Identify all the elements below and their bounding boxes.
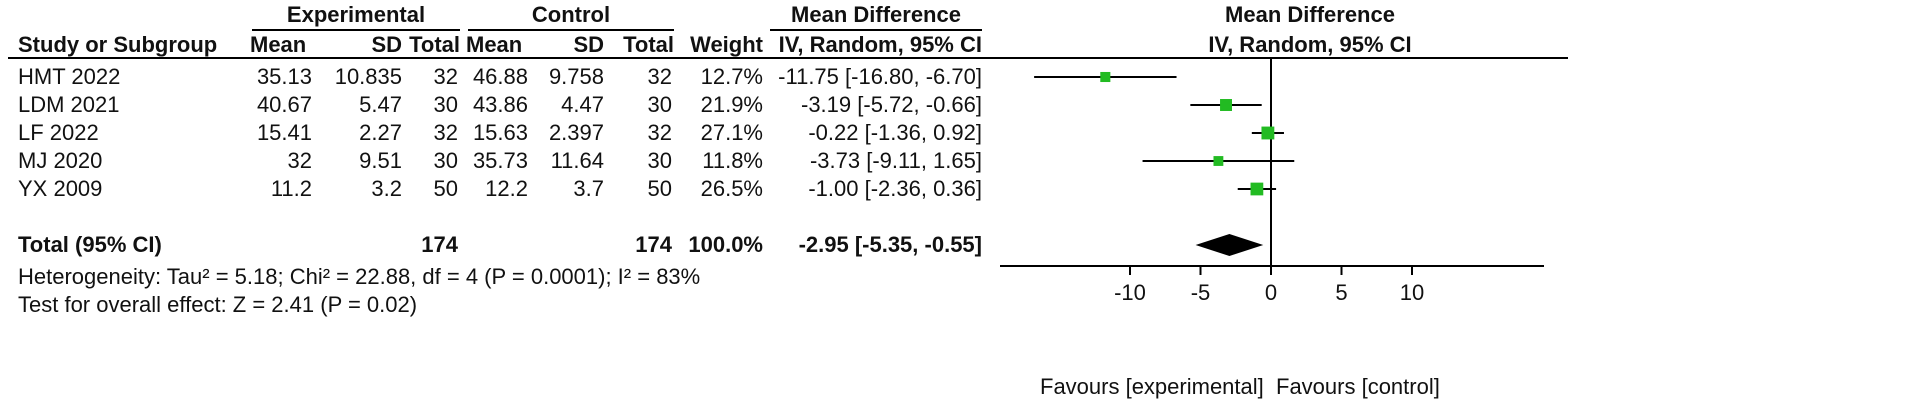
- effect-marker: [1250, 182, 1264, 196]
- exp-sd: 10.835: [334, 64, 402, 89]
- exp-sd: 5.47: [359, 92, 402, 117]
- ci-text: -1.00 [-2.36, 0.36]: [808, 176, 982, 201]
- x-tick-label: 5: [1335, 280, 1347, 305]
- ctrl-total: 30: [647, 148, 672, 173]
- ctrl-mean: 15.63: [472, 120, 528, 145]
- ctrl-sd-header: SD: [573, 32, 604, 57]
- ctrl-total: 30: [647, 92, 672, 117]
- exp-sd: 2.27: [359, 120, 402, 145]
- exp-mean: 11.2: [270, 176, 312, 201]
- study-name: LDM 2021: [18, 92, 120, 117]
- study-name: HMT 2022: [18, 64, 121, 89]
- study-name: YX 2009: [18, 176, 103, 201]
- x-tick-label: 10: [1400, 280, 1424, 305]
- ctrl-mean: 46.88: [472, 64, 528, 89]
- ctrl-sd: 4.47: [561, 92, 604, 117]
- exp-total-sum: 174: [421, 232, 458, 257]
- overall-effect-text: Test for overall effect: Z = 2.41 (P = 0…: [18, 292, 418, 317]
- ctrl-mean: 43.86: [472, 92, 528, 117]
- weight: 12.7%: [700, 64, 763, 89]
- effect-marker: [1213, 156, 1224, 166]
- x-tick-label: -5: [1191, 280, 1211, 305]
- experimental-group-header: Experimental: [286, 2, 426, 27]
- ctrl-mean-header: Mean: [466, 32, 523, 57]
- ctrl-sd: 3.7: [573, 176, 604, 201]
- weight-header: Weight: [690, 32, 763, 57]
- ctrl-sd: 9.758: [548, 64, 604, 89]
- exp-total: 32: [433, 64, 458, 89]
- ctrl-total-sum: 174: [635, 232, 672, 257]
- mean-difference-header: Mean Difference: [791, 2, 961, 27]
- weight: 21.9%: [700, 92, 763, 117]
- weight: 27.1%: [700, 120, 763, 145]
- heterogeneity-text: Heterogeneity: Tau² = 5.18; Chi² = 22.88…: [18, 264, 701, 289]
- exp-total: 32: [433, 120, 458, 145]
- exp-sd-header: SD: [371, 32, 402, 57]
- exp-mean: 35.13: [256, 64, 312, 89]
- pooled-diamond: [1195, 234, 1264, 256]
- exp-total-header: Total: [409, 32, 460, 57]
- favours-control-label: Favours [control]: [1276, 374, 1440, 399]
- plot-subtitle: IV, Random, 95% CI: [1208, 32, 1412, 57]
- exp-total: 30: [433, 148, 458, 173]
- effect-marker: [1220, 99, 1232, 111]
- study-column-header: Study or Subgroup: [18, 32, 218, 57]
- ctrl-total: 32: [647, 120, 672, 145]
- exp-mean: 40.67: [256, 92, 312, 117]
- ci-text: -0.22 [-1.36, 0.92]: [808, 120, 982, 145]
- ctrl-total: 50: [647, 176, 672, 201]
- x-tick-label: 0: [1265, 280, 1277, 305]
- effect-marker: [1261, 126, 1275, 140]
- ctrl-sd: 2.397: [548, 120, 604, 145]
- ctrl-total-header: Total: [623, 32, 674, 57]
- exp-sd: 3.2: [371, 176, 402, 201]
- exp-total: 50: [433, 176, 458, 201]
- exp-mean: 15.41: [256, 120, 312, 145]
- ci-text: -3.19 [-5.72, -0.66]: [801, 92, 982, 117]
- total-weight: 100.0%: [688, 232, 763, 257]
- control-group-header: Control: [531, 2, 611, 27]
- exp-mean-header: Mean: [250, 32, 307, 57]
- ctrl-sd: 11.64: [550, 148, 604, 173]
- study-name: LF 2022: [18, 120, 99, 145]
- study-name: MJ 2020: [18, 148, 103, 173]
- total-label: Total (95% CI): [18, 232, 162, 257]
- weight: 11.8%: [702, 148, 763, 173]
- weight: 26.5%: [700, 176, 763, 201]
- ctrl-total: 32: [647, 64, 672, 89]
- exp-sd: 9.51: [359, 148, 402, 173]
- x-tick-label: -10: [1114, 280, 1146, 305]
- effect-marker: [1100, 71, 1111, 83]
- favours-experimental-label: Favours [experimental]: [1040, 374, 1264, 399]
- method-header: IV, Random, 95% CI: [778, 32, 982, 57]
- ctrl-mean: 35.73: [472, 148, 528, 173]
- exp-total: 30: [433, 92, 458, 117]
- ctrl-mean: 12.2: [485, 176, 528, 201]
- pooled-ci-text: -2.95 [-5.35, -0.55]: [798, 232, 982, 257]
- plot-title: Mean Difference: [1225, 2, 1395, 27]
- exp-mean: 32: [287, 148, 312, 173]
- ci-text: -11.75 [-16.80, -6.70]: [778, 64, 982, 89]
- ci-text: -3.73 [-9.11, 1.65]: [809, 148, 982, 173]
